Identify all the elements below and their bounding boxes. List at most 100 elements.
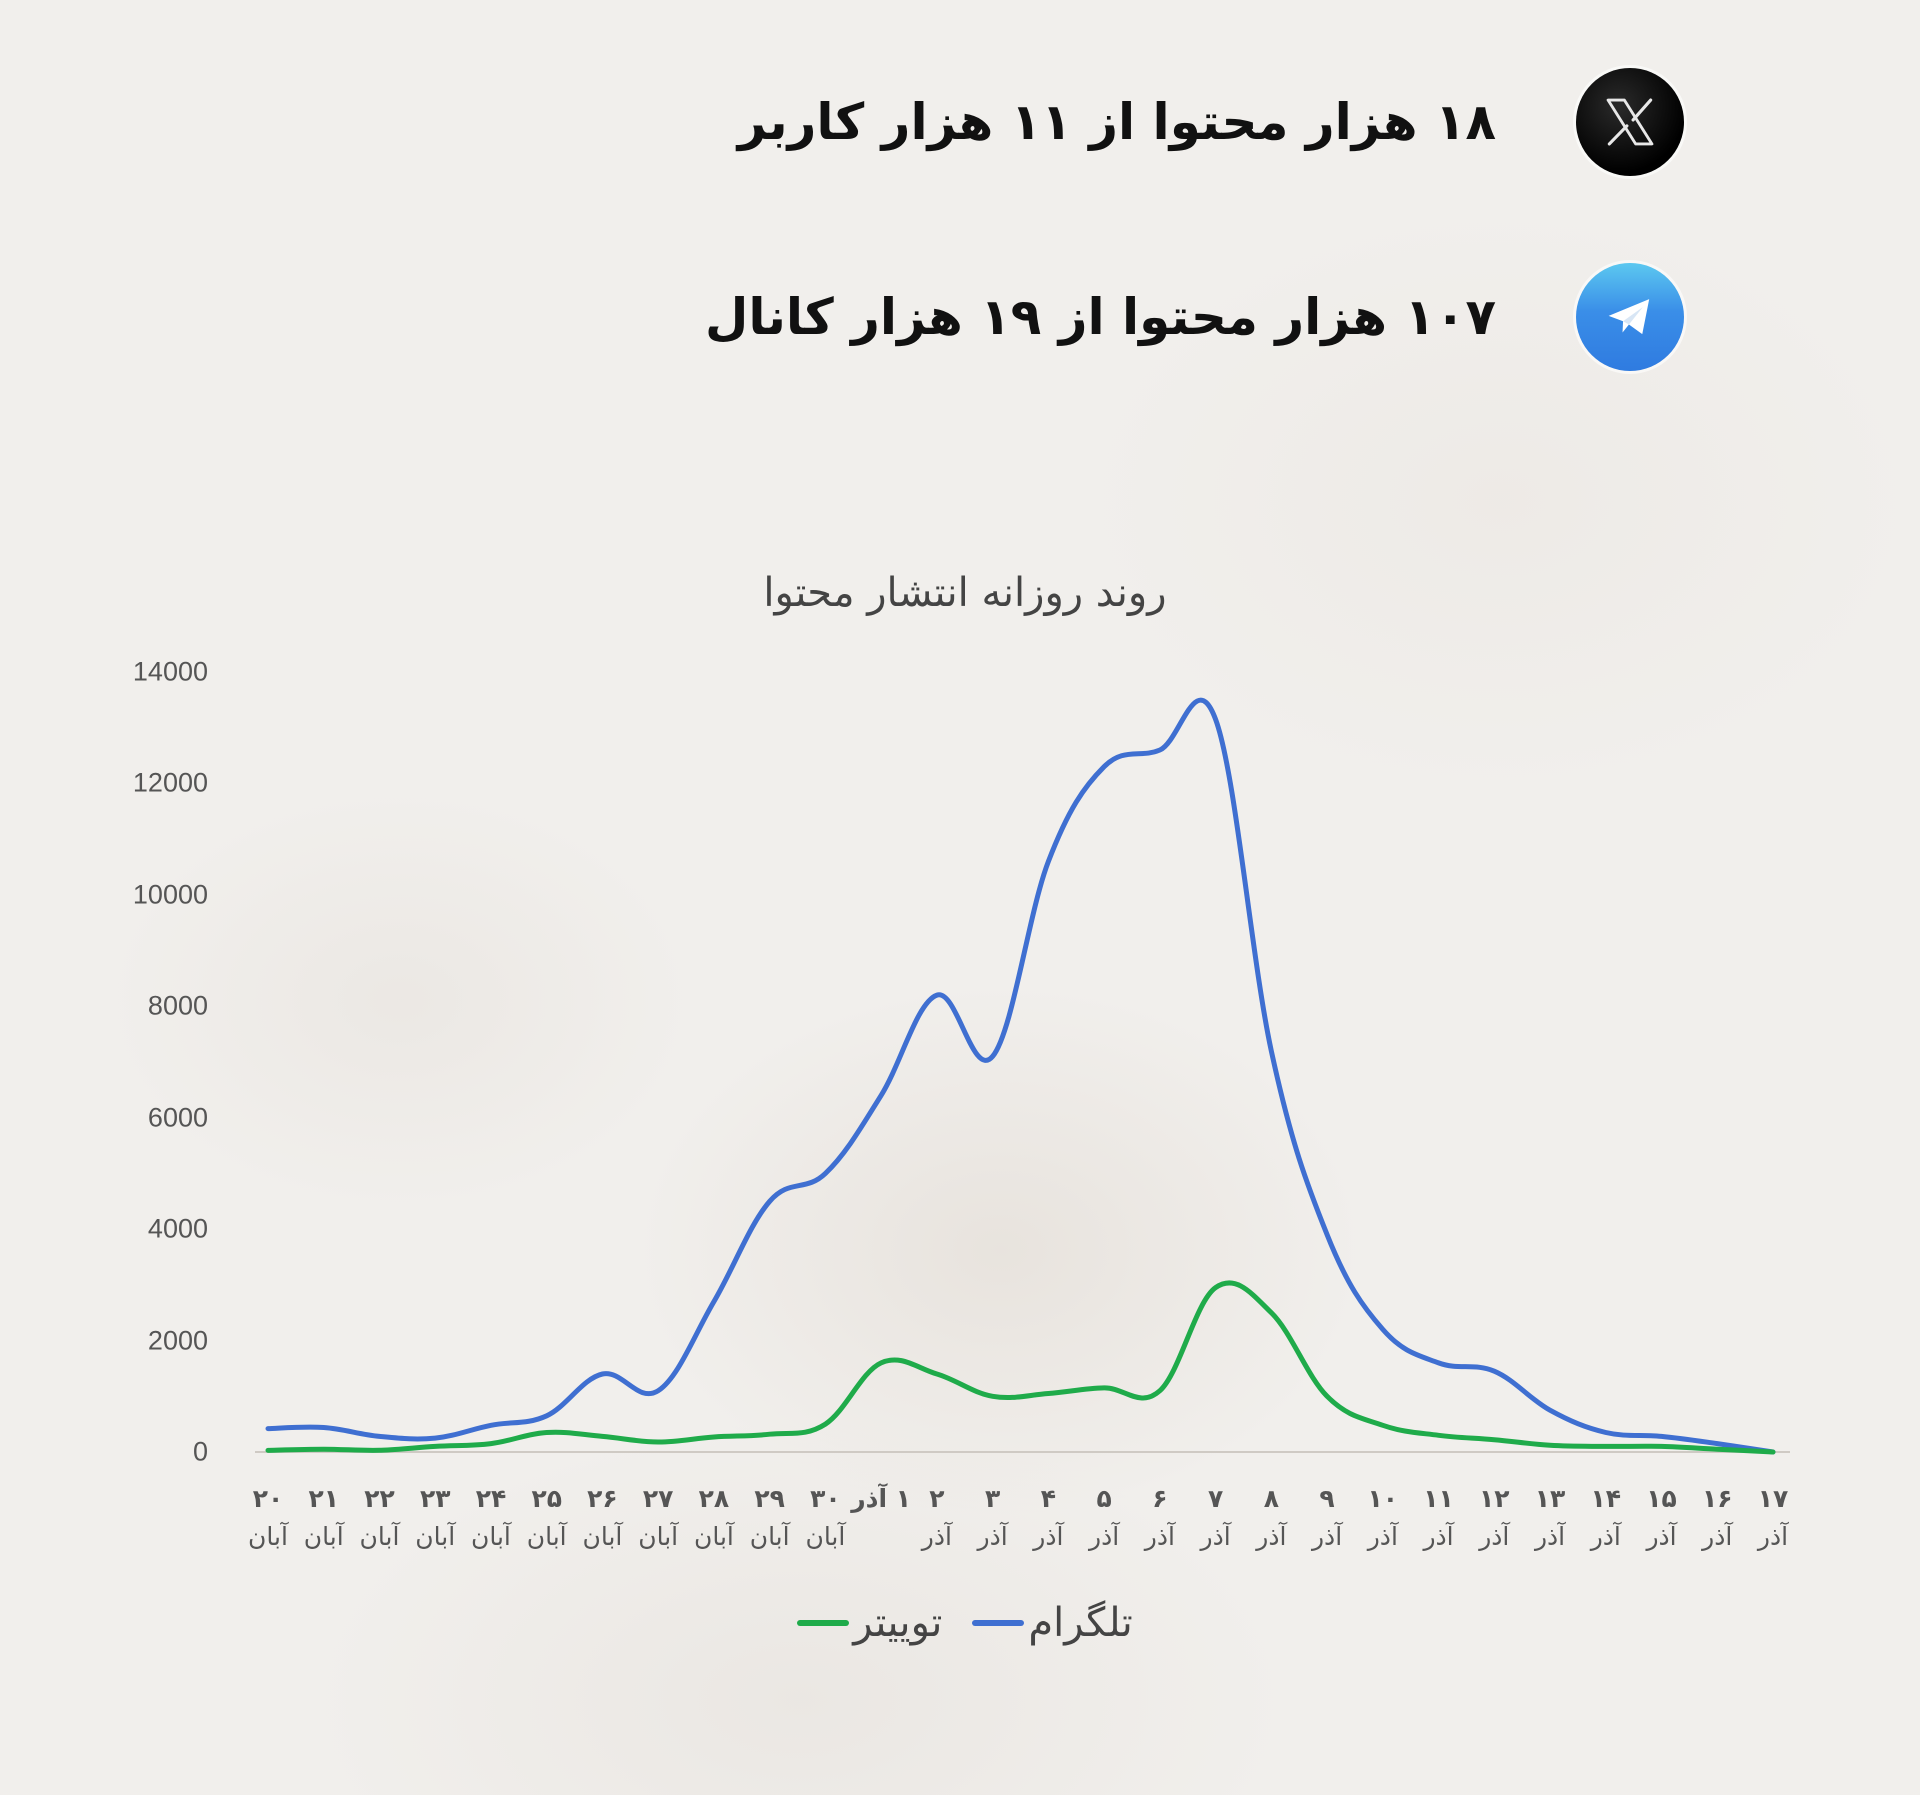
x-tick-month: آبان: [248, 1521, 288, 1551]
x-tick-month: آبان: [805, 1521, 846, 1551]
y-tick-label: 4000: [147, 1213, 208, 1244]
x-tick-month: آذر: [1534, 1521, 1566, 1551]
x-tick-day: ۲۴: [475, 1484, 507, 1513]
y-tick-label: 8000: [147, 990, 208, 1021]
x-tick-label: ۱۲ آذر: [1464, 1480, 1524, 1555]
y-tick-label: 10000: [132, 879, 208, 910]
x-tick-label: ۵ آذر: [1074, 1480, 1134, 1555]
x-tick-day: ۱۰: [1367, 1484, 1399, 1513]
legend-item-twitter[interactable]: توییتر: [797, 1600, 942, 1646]
x-tick-month: آذر: [921, 1521, 952, 1551]
x-tick-label: ۱۷ آذر: [1743, 1480, 1803, 1555]
x-tick-label: ۸ آذر: [1241, 1480, 1301, 1555]
x-tick-day: ۲۲: [364, 1484, 395, 1513]
x-tick-label: ۷ آذر: [1186, 1480, 1246, 1555]
x-tick-label: ۱۵ آذر: [1632, 1480, 1692, 1555]
y-tick-label: 12000: [132, 767, 208, 798]
x-tick-month: آبان: [359, 1521, 400, 1551]
x-tick-day: ۲۶: [587, 1484, 618, 1513]
x-tick-month: آبان: [303, 1521, 344, 1551]
x-tick-month: آذر: [977, 1521, 1008, 1551]
x-tick-month: آذر: [1479, 1521, 1510, 1551]
x-tick-month: آبان: [638, 1521, 679, 1551]
x-tick-day: ۶: [1152, 1484, 1168, 1513]
x-tick-month: آذر: [1646, 1521, 1677, 1551]
x-tick-label: ۲۴ آبان: [461, 1480, 521, 1555]
x-tick-month: آذر: [1757, 1521, 1789, 1551]
x-tick-label: ۱۴ آذر: [1576, 1480, 1636, 1555]
x-tick-label: ۱۳ آذر: [1520, 1480, 1580, 1555]
x-tick-label: ۹ آذر: [1297, 1480, 1357, 1555]
x-tick-label: ۲۲ آبان: [349, 1480, 409, 1555]
x-tick-label: ۲۳ آبان: [405, 1480, 465, 1555]
x-tick-month: آبان: [693, 1521, 734, 1551]
x-tick-day: ۳: [984, 1484, 1001, 1513]
x-tick-day: ۱۴: [1590, 1484, 1622, 1513]
x-tick-label: ۱۰ آذر: [1353, 1480, 1413, 1555]
x-tick-day: ۵: [1096, 1484, 1112, 1513]
x-tick-label: ۲۸ آبان: [684, 1480, 744, 1555]
x-tick-day: ۲۰: [252, 1484, 284, 1513]
y-tick-label: 2000: [147, 1325, 208, 1356]
x-tick-day: ۱۱: [1423, 1484, 1454, 1513]
x-tick-day: ۳۰: [810, 1484, 841, 1513]
x-tick-label: ۶ آذر: [1130, 1480, 1190, 1555]
x-tick-month: آبان: [582, 1521, 623, 1551]
legend-swatch-telegram: [972, 1620, 1025, 1626]
x-tick-label: ۲۹ آبان: [740, 1480, 800, 1555]
chart-legend: تلگرام توییتر: [0, 1600, 1920, 1646]
x-tick-label: ۲۱ آبان: [294, 1480, 354, 1555]
stat-text-telegram: ۱۰۷ هزار محتوا از ۱۹ هزار کانال: [704, 288, 1496, 346]
x-tick-month: آبان: [415, 1521, 456, 1551]
x-tick-label: ۴ آذر: [1018, 1480, 1078, 1555]
x-tick-month: آبان: [526, 1521, 567, 1551]
telegram-logo-icon: [1576, 263, 1684, 371]
x-tick-label: ۲۰ آبان: [238, 1480, 298, 1555]
x-tick-label: ۲۵ آبان: [517, 1480, 577, 1555]
y-tick-label: 14000: [132, 656, 208, 687]
x-tick-label: ۲ آذر: [907, 1480, 967, 1555]
x-tick-day: ۲۹: [754, 1484, 785, 1513]
x-tick-day: ۲۷: [642, 1484, 674, 1513]
x-logo-icon: [1576, 68, 1684, 176]
legend-label-telegram: تلگرام: [1028, 1600, 1133, 1646]
x-tick-month: آذر: [1200, 1521, 1231, 1551]
x-tick-day: ۱ آذر: [851, 1484, 912, 1513]
x-tick-day: ۱۶: [1701, 1484, 1733, 1513]
chart-title: روند روزانه انتشار محتوا: [763, 570, 1167, 616]
series-line-telegram: [265, 697, 1776, 1455]
x-tick-month: آبان: [749, 1521, 790, 1551]
stat-text-twitter: ۱۸ هزار محتوا از ۱۱ هزار کاربر: [737, 93, 1496, 151]
x-tick-month: آذر: [1367, 1521, 1398, 1551]
y-tick-label: 0: [192, 1436, 208, 1467]
legend-label-twitter: توییتر: [853, 1600, 943, 1646]
x-tick-day: ۲: [929, 1484, 945, 1513]
legend-item-telegram[interactable]: تلگرام: [972, 1600, 1133, 1646]
x-tick-day: ۲۵: [531, 1484, 562, 1513]
series-line-twitter: [265, 1280, 1776, 1455]
legend-swatch-twitter: [797, 1620, 850, 1626]
x-tick-day: ۴: [1040, 1484, 1056, 1513]
x-tick-month: آذر: [1423, 1521, 1454, 1551]
x-tick-month: آذر: [1144, 1521, 1175, 1551]
x-tick-month: [851, 1518, 911, 1556]
x-tick-day: ۱۷: [1757, 1484, 1789, 1513]
y-tick-label: 6000: [147, 1102, 208, 1133]
x-tick-label: ۱ آذر: [851, 1480, 911, 1555]
x-tick-day: ۱۳: [1534, 1484, 1566, 1513]
stat-row-telegram: ۱۰۷ هزار محتوا از ۱۹ هزار کانال: [705, 262, 1684, 372]
x-tick-label: ۳ آذر: [963, 1480, 1023, 1555]
x-tick-day: ۹: [1319, 1484, 1335, 1513]
x-tick-label: ۳۰ آبان: [795, 1480, 855, 1555]
x-tick-day: ۱۵: [1646, 1484, 1677, 1513]
x-tick-day: ۲۱: [308, 1484, 339, 1513]
series-group: [265, 697, 1776, 1455]
x-tick-day: ۲۸: [698, 1484, 730, 1513]
x-tick-month: آذر: [1702, 1521, 1733, 1551]
x-tick-month: آبان: [471, 1521, 511, 1551]
x-tick-day: ۲۳: [419, 1484, 451, 1513]
x-tick-day: ۷: [1207, 1484, 1224, 1513]
x-tick-month: آذر: [1089, 1521, 1120, 1551]
x-tick-label: ۲۶ آبان: [572, 1480, 632, 1555]
